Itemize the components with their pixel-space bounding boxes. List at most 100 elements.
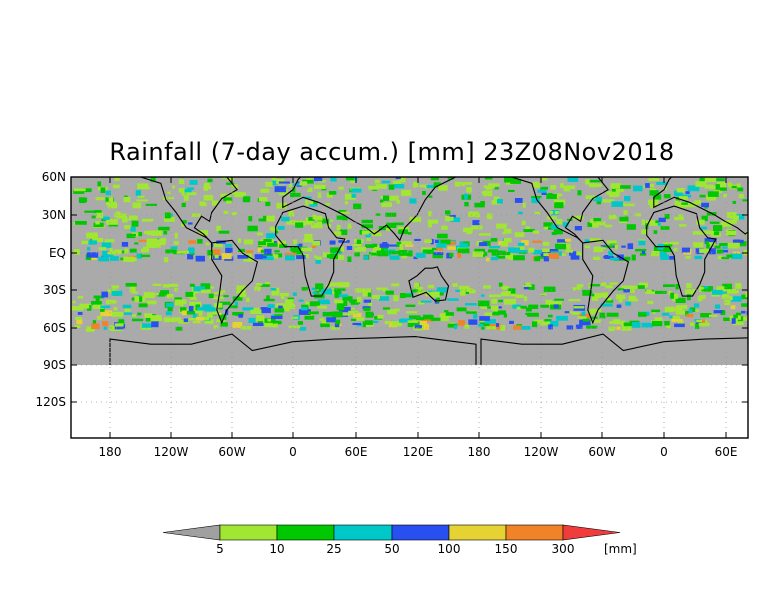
rain-cell (123, 197, 131, 203)
rain-cell (284, 304, 296, 309)
rain-cell (486, 213, 493, 220)
rain-cell (715, 184, 720, 190)
rain-cell (188, 222, 193, 225)
rain-cell (616, 294, 626, 300)
rain-cell (101, 291, 109, 298)
rain-cell (619, 216, 629, 222)
rain-cell (326, 223, 331, 228)
rain-cell (285, 299, 294, 305)
rain-cell (192, 313, 198, 319)
rain-cell (314, 215, 323, 221)
rain-cell (649, 221, 654, 225)
rain-cell (449, 252, 454, 258)
rain-cell (93, 222, 104, 228)
rain-cell (131, 233, 136, 237)
rain-cell (92, 304, 104, 309)
rain-cell (422, 314, 433, 320)
rain-cell (342, 217, 348, 221)
rain-cell (275, 303, 285, 308)
rain-cell (292, 187, 296, 193)
rain-cell (585, 195, 596, 199)
rain-cell (703, 230, 714, 235)
rain-cell (82, 188, 92, 193)
rain-cell (707, 191, 719, 197)
rain-cell (420, 300, 432, 303)
rain-cell (590, 308, 602, 312)
rain-cell (418, 301, 425, 305)
rain-cell (502, 251, 511, 256)
rain-cell (717, 249, 724, 254)
rain-cell (191, 213, 201, 217)
rain-cell (317, 180, 326, 183)
rain-cell (354, 246, 366, 252)
rain-cell (675, 309, 685, 315)
rain-cell (398, 177, 406, 183)
rain-cell (95, 220, 100, 225)
rain-cell (121, 250, 126, 254)
rain-cell (279, 240, 287, 244)
rain-cell (77, 295, 84, 299)
rain-cell (687, 185, 700, 192)
rain-cell (223, 197, 233, 202)
rain-cell (444, 310, 449, 313)
rain-cell (504, 298, 516, 305)
rain-cell (92, 238, 104, 242)
x-tick-label: 120W (524, 445, 559, 459)
rain-cell (523, 296, 528, 302)
rain-cell (655, 290, 667, 294)
rain-cell (594, 293, 602, 299)
rain-cell (265, 181, 273, 187)
rain-cell (263, 298, 275, 302)
rain-cell (326, 317, 337, 323)
rain-cell (271, 177, 277, 181)
rain-cell (496, 255, 505, 259)
rain-cell (611, 201, 624, 207)
rain-cell (732, 200, 737, 204)
rain-cell (557, 239, 567, 243)
rain-cell (685, 289, 695, 294)
rain-cell (158, 226, 170, 231)
rain-cell (321, 218, 329, 224)
rain-cell (354, 252, 360, 257)
rain-cell (306, 178, 312, 181)
rain-cell (591, 296, 599, 301)
rain-cell (685, 202, 697, 208)
rain-cell (271, 314, 276, 317)
rain-cell (493, 196, 500, 201)
rain-cell (302, 196, 312, 199)
rain-cell (244, 239, 254, 245)
rain-cell (225, 247, 233, 254)
rain-cell (595, 221, 606, 226)
rain-cell (440, 316, 449, 322)
rain-cell (223, 295, 229, 298)
rain-cell (189, 307, 200, 313)
rain-cell (372, 243, 378, 247)
rain-cell (237, 238, 241, 243)
rain-cell (719, 243, 728, 246)
rain-cell (385, 212, 397, 217)
rain-cell (414, 325, 422, 329)
rain-cell (200, 202, 207, 207)
continent-north-america (139, 177, 238, 244)
rain-cell (151, 321, 159, 328)
rain-cell (501, 241, 509, 247)
rain-cell (731, 185, 740, 189)
rain-cell (237, 255, 249, 259)
rain-cell (436, 287, 448, 293)
rain-cell (674, 216, 684, 221)
rain-cell (715, 304, 721, 309)
rain-cell (356, 239, 362, 244)
rain-cell (606, 240, 617, 244)
rain-cell (337, 323, 342, 327)
rain-cell (445, 210, 451, 215)
rain-cell (421, 317, 433, 322)
rain-cell (381, 202, 392, 207)
rain-cell (365, 292, 372, 297)
rain-cell (374, 179, 380, 184)
rain-cell (79, 197, 86, 204)
rain-cell (101, 242, 112, 248)
rain-cell (344, 201, 348, 205)
rain-cell (150, 177, 156, 183)
rain-cell (103, 326, 108, 330)
rain-cell (247, 225, 258, 232)
